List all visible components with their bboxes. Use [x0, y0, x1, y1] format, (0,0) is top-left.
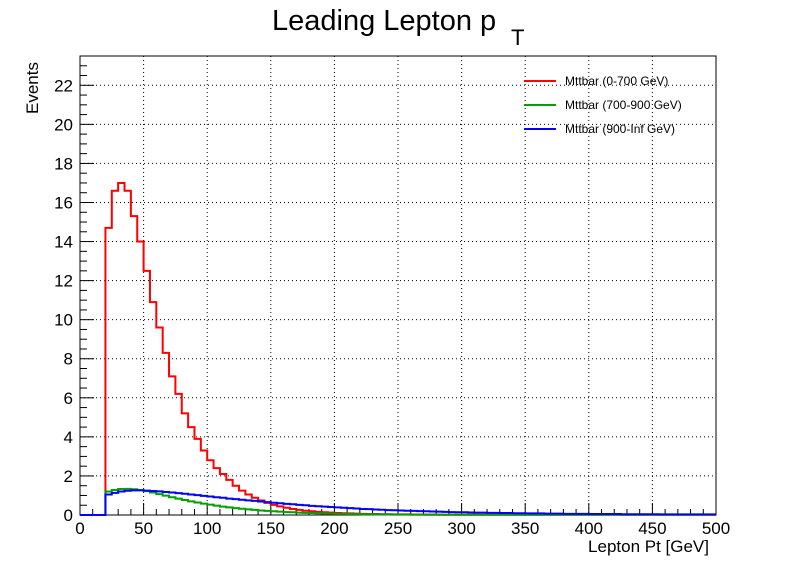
- y-tick-label: 4: [64, 428, 73, 447]
- y-tick-label: 16: [54, 193, 73, 212]
- x-tick-label: 500: [702, 519, 730, 538]
- x-tick-label: 450: [638, 519, 666, 538]
- series-line-3: [80, 489, 716, 516]
- y-tick-label: 10: [54, 311, 73, 330]
- x-tick-label: 150: [257, 519, 285, 538]
- legend-label: Mttbar (900-Inf GeV): [565, 122, 675, 136]
- y-tick-label: 22: [54, 76, 73, 95]
- legend-label: Mttbar (0-700 GeV): [565, 74, 668, 88]
- y-tick-label: 12: [54, 272, 73, 291]
- x-tick-label: 350: [511, 519, 539, 538]
- y-tick-label: 6: [64, 389, 73, 408]
- y-tick-label: 20: [54, 115, 73, 134]
- x-tick-label: 0: [75, 519, 84, 538]
- y-tick-label: 18: [54, 154, 73, 173]
- x-tick-label: 400: [575, 519, 603, 538]
- x-tick-label: 200: [320, 519, 348, 538]
- chart-title-subscript: T: [511, 25, 524, 50]
- legend-label: Mttbar (700-900 GeV): [565, 98, 682, 112]
- y-tick-label: 2: [64, 467, 73, 486]
- y-tick-label: 8: [64, 350, 73, 369]
- y-axis-label: Events: [23, 62, 42, 114]
- chart-title: Leading Lepton p: [272, 5, 496, 37]
- grid: [80, 56, 716, 515]
- y-tick-label: 0: [64, 506, 73, 525]
- x-axis-label: Lepton Pt [GeV]: [588, 537, 709, 556]
- legend: Mttbar (0-700 GeV) Mttbar (700-900 GeV) Mt…: [524, 74, 682, 136]
- series-layer: [80, 181, 716, 516]
- x-tick-label: 100: [193, 519, 221, 538]
- x-tick-label: 300: [447, 519, 475, 538]
- y-tick-label: 14: [54, 233, 73, 252]
- x-tick-label: 50: [134, 519, 153, 538]
- x-tick-label: 250: [384, 519, 412, 538]
- axis-ticks: 0 50 100 150 200 250 300 350 400 450 500 0 2 4 6 8 10 12 1…: [54, 55, 730, 538]
